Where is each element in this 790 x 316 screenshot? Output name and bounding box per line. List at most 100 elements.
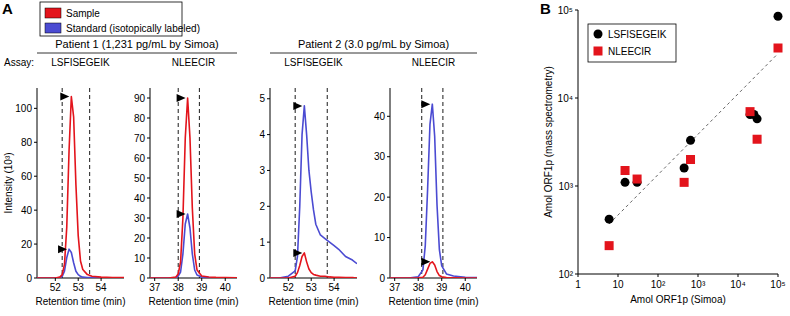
y-axis-label: Intensity (10³) xyxy=(3,152,14,213)
plot-area xyxy=(270,88,357,278)
y-tick-label: 90 xyxy=(134,93,146,104)
data-point xyxy=(605,241,614,250)
x-tick xyxy=(225,278,226,281)
x-tick-label: 54 xyxy=(329,282,341,293)
chromatogram: LSFISEGEIK525354020406080100Retention ti… xyxy=(3,57,126,307)
y-axis xyxy=(270,88,271,278)
x-tick-label: 10⁵ xyxy=(770,279,785,290)
figure: ABAssay:Patient 1 (1,231 pg/mL by Simoa)… xyxy=(0,0,790,316)
x-axis-label: Retention time (min) xyxy=(388,296,478,307)
x-tick xyxy=(311,278,312,281)
x-tick xyxy=(394,278,395,281)
y-tick-label: 30 xyxy=(374,151,386,162)
chart-title: LSFISEGEIK xyxy=(284,57,343,68)
window-line xyxy=(442,88,443,278)
y-tick xyxy=(34,278,37,279)
peak-marker xyxy=(293,249,302,257)
data-point xyxy=(774,12,783,21)
chromatogram: NLEECIR373839400102030405060708090Retent… xyxy=(134,57,239,307)
window-line xyxy=(89,88,90,278)
legend: SampleStandard (isotopically labeled) xyxy=(40,2,200,36)
data-point xyxy=(621,178,630,187)
y-tick-label: 20 xyxy=(374,192,386,203)
x-tick-label: 10³ xyxy=(691,279,706,290)
x-axis-label: Retention time (min) xyxy=(35,296,125,307)
plot-area xyxy=(605,12,783,250)
y-tick xyxy=(267,242,270,243)
y-tick-label: 70 xyxy=(134,133,146,144)
legend-label: NLEECIR xyxy=(608,46,651,57)
x-tick xyxy=(418,278,419,281)
x-tick-label: 39 xyxy=(196,282,208,293)
y-tick xyxy=(34,176,37,177)
data-point xyxy=(680,178,689,187)
x-tick-label: 37 xyxy=(149,282,161,293)
chart-title: NLEECIR xyxy=(172,57,215,68)
plot-area xyxy=(390,88,477,278)
x-tick xyxy=(178,278,179,281)
y-tick xyxy=(147,218,150,219)
x-tick xyxy=(55,278,56,281)
group-rule xyxy=(37,53,237,54)
y-tick xyxy=(267,278,270,279)
y-tick xyxy=(387,237,390,238)
y-tick-label: 0 xyxy=(379,273,385,284)
x-tick-label: 39 xyxy=(436,282,448,293)
y-tick xyxy=(267,134,270,135)
x-tick-label: 54 xyxy=(96,282,108,293)
legend-label: Sample xyxy=(66,8,100,19)
y-tick-label: 0 xyxy=(259,273,265,284)
x-tick xyxy=(618,274,619,277)
scatter-chart: 11010²10³10⁴10⁵10²10³10⁴10⁵Amol ORF1p (S… xyxy=(543,5,786,305)
x-tick xyxy=(201,278,202,281)
y-tick-label: 20 xyxy=(21,239,33,250)
group-title: Patient 1 (1,231 pg/mL by Simoa) xyxy=(55,38,218,50)
y-tick-label: 60 xyxy=(21,171,33,182)
peak-marker xyxy=(293,102,302,110)
series-line xyxy=(270,253,357,278)
x-tick xyxy=(698,274,699,277)
y-axis-label: Amol ORF1p (mass spectrometry) xyxy=(543,66,554,218)
y-tick xyxy=(147,278,150,279)
y-tick xyxy=(147,98,150,99)
y-tick xyxy=(575,274,578,275)
y-tick-label: 40 xyxy=(134,193,146,204)
panel-label: B xyxy=(540,0,551,17)
data-point xyxy=(633,175,642,184)
x-tick xyxy=(78,278,79,281)
x-tick-label: 40 xyxy=(220,282,232,293)
group-title: Patient 2 (3.0 pg/mL by Simoa) xyxy=(298,38,449,50)
y-tick-label: 80 xyxy=(134,113,146,124)
x-tick-label: 37 xyxy=(389,282,401,293)
data-point xyxy=(686,136,695,145)
x-tick xyxy=(738,274,739,277)
y-tick-label: 4 xyxy=(259,129,265,140)
legend-marker xyxy=(594,47,603,56)
x-axis xyxy=(578,274,778,275)
legend-marker xyxy=(594,30,603,39)
y-tick xyxy=(147,158,150,159)
legend-swatch xyxy=(45,8,61,18)
y-tick xyxy=(387,278,390,279)
y-tick-label: 2 xyxy=(259,201,265,212)
x-tick xyxy=(465,278,466,281)
x-tick-label: 40 xyxy=(460,282,472,293)
assay-label: Assay: xyxy=(4,57,34,68)
y-tick xyxy=(147,138,150,139)
legend-swatch xyxy=(45,23,61,33)
window-line xyxy=(327,88,328,278)
y-tick-label: 10 xyxy=(134,253,146,264)
y-axis xyxy=(578,10,579,274)
y-tick xyxy=(147,258,150,259)
y-tick xyxy=(34,210,37,211)
y-tick xyxy=(387,116,390,117)
chart-title: NLEECIR xyxy=(412,57,455,68)
data-point xyxy=(680,164,689,173)
y-tick-label: 20 xyxy=(134,233,146,244)
y-tick-label: 10³ xyxy=(559,181,574,192)
y-tick xyxy=(34,244,37,245)
x-tick-label: 52 xyxy=(283,282,295,293)
y-tick xyxy=(34,108,37,109)
peak-marker xyxy=(60,92,69,100)
data-point xyxy=(753,135,762,144)
